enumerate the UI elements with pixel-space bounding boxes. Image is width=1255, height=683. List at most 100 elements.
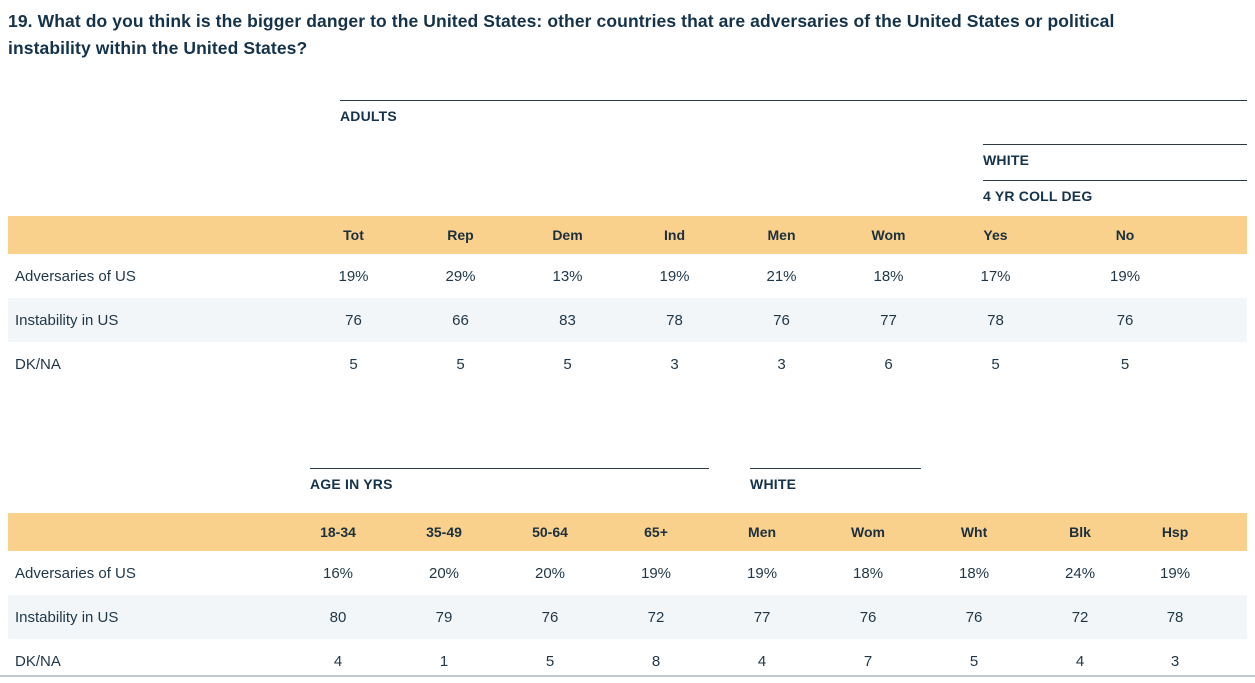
col-header-rep: Rep <box>407 216 514 254</box>
data-cell: 72 <box>1027 595 1134 639</box>
data-cell: 3 <box>777 355 786 373</box>
row-label: DK/NA <box>15 652 61 670</box>
data-cell: 77 <box>709 595 816 639</box>
data-cell: 77 <box>835 298 942 342</box>
data-cell: 78 <box>621 298 728 342</box>
data-cell: 18% <box>873 267 904 285</box>
col-header-blk: Blk <box>1027 513 1134 551</box>
data-cell: 4 <box>333 652 343 670</box>
group-header-white: WHITE <box>750 468 922 492</box>
col-header-50-64: 50-64 <box>497 513 603 551</box>
data-cell: 5 <box>349 355 358 373</box>
table-row-adversaries: Adversaries of US 16% 20% 20% 19% 19% 18… <box>8 551 1247 595</box>
col-header-men: Men <box>728 216 835 254</box>
data-cell: 4 <box>1075 652 1085 670</box>
group-header-age: AGE IN YRS <box>310 468 710 492</box>
data-cell: 19% <box>659 267 690 285</box>
data-cell: 18% <box>853 564 884 582</box>
data-cell: 8 <box>651 652 661 670</box>
spacer-cell <box>921 468 1247 513</box>
data-cell: 5 <box>456 355 465 373</box>
data-cell: 76 <box>728 298 835 342</box>
table-row-instability: Instability in US 76 66 83 78 76 77 78 7… <box>8 298 1248 342</box>
data-cell: 76 <box>497 595 603 639</box>
data-cell: 76 <box>921 595 1028 639</box>
col-header-ind: Ind <box>621 216 728 254</box>
crosstab-table-age-race: AGE IN YRS WHITE 18-34 35-49 50-64 65+ M… <box>8 468 1248 683</box>
col-header-65plus: 65+ <box>603 513 710 551</box>
data-cell: 18% <box>959 564 990 582</box>
col-header-no: No <box>1049 216 1248 254</box>
data-cell: 16% <box>322 564 354 582</box>
data-cell: 21% <box>766 267 797 285</box>
data-cell: 29% <box>445 267 476 285</box>
group-header-adults: ADULTS <box>340 100 1248 124</box>
data-cell: 13% <box>552 267 583 285</box>
crosstab-table-adults: ADULTS WHITE 4 YR COLL DEG Tot Rep Dem <box>8 100 1248 386</box>
table-row-instability: Instability in US 80 79 76 72 77 76 76 7… <box>8 595 1248 639</box>
question-title: 19. What do you think is the bigger dang… <box>8 11 1115 58</box>
data-cell: 80 <box>285 595 391 639</box>
row-label: Adversaries of US <box>15 267 136 285</box>
data-cell: 3 <box>670 355 679 373</box>
data-cell: 5 <box>545 652 555 670</box>
col-header-tot: Tot <box>300 216 407 254</box>
data-cell: 6 <box>884 355 893 373</box>
data-cell: 83 <box>514 298 621 342</box>
spacer-cell <box>8 144 942 180</box>
data-cell: 7 <box>863 652 873 670</box>
column-header-row: Tot Rep Dem Ind Men Wom Yes No <box>8 216 1248 254</box>
col-header-35-49: 35-49 <box>391 513 497 551</box>
table-row-dkna: DK/NA 4 1 5 8 4 7 5 4 3 <box>8 639 1247 683</box>
data-cell: 5 <box>991 355 1000 373</box>
col-header-wht: Wht <box>921 513 1028 551</box>
group-row-white: WHITE <box>8 144 1248 180</box>
data-cell: 76 <box>300 298 407 342</box>
data-cell: 19% <box>747 564 778 582</box>
data-cell: 79 <box>391 595 497 639</box>
data-cell: 19% <box>641 564 672 582</box>
spacer-cell <box>8 468 285 513</box>
col-header-hsp: Hsp <box>1133 513 1248 551</box>
data-cell: 4 <box>757 652 767 670</box>
col-header-dem: Dem <box>514 216 621 254</box>
data-cell: 20% <box>428 564 460 582</box>
group-row-coll-deg: 4 YR COLL DEG <box>8 180 1248 216</box>
col-header-yes: Yes <box>942 216 1049 254</box>
data-cell: 78 <box>942 298 1049 342</box>
table-row-adversaries: Adversaries of US 19% 29% 13% 19% 21% 18… <box>8 254 1247 298</box>
group-row-adults: ADULTS <box>8 100 1248 144</box>
data-cell: 5 <box>969 652 979 670</box>
row-label: Adversaries of US <box>15 564 136 582</box>
data-cell: 19% <box>1110 267 1141 285</box>
col-header-wom: Wom <box>835 216 942 254</box>
data-cell: 78 <box>1133 595 1248 639</box>
table-row-dkna: DK/NA 5 5 5 3 3 6 5 5 <box>8 342 1247 386</box>
spacer-cell <box>8 180 942 216</box>
group-header-white: WHITE <box>983 144 1248 168</box>
data-cell: 19% <box>1160 564 1191 582</box>
data-cell: 3 <box>1170 652 1180 670</box>
group-row-age-white: AGE IN YRS WHITE <box>8 468 1247 513</box>
data-cell: 19% <box>338 267 369 285</box>
data-cell: 5 <box>563 355 572 373</box>
corner-cell <box>8 513 285 551</box>
data-cell: 24% <box>1065 564 1096 582</box>
data-cell: 20% <box>534 564 566 582</box>
bottom-divider <box>0 675 1255 677</box>
corner-cell <box>8 216 300 254</box>
data-cell: 17% <box>980 267 1011 285</box>
data-cell: 66 <box>407 298 514 342</box>
data-cell: 76 <box>1049 298 1248 342</box>
data-cell: 5 <box>1120 355 1130 373</box>
col-header-18-34: 18-34 <box>285 513 391 551</box>
col-header-men: Men <box>709 513 816 551</box>
row-label: Instability in US <box>8 595 285 639</box>
spacer-cell <box>8 100 300 144</box>
group-header-coll-deg: 4 YR COLL DEG <box>983 180 1248 204</box>
data-cell: 72 <box>603 595 710 639</box>
data-cell: 1 <box>439 652 449 670</box>
column-header-row: 18-34 35-49 50-64 65+ Men Wom Wht Blk Hs… <box>8 513 1248 551</box>
data-cell: 76 <box>815 595 922 639</box>
